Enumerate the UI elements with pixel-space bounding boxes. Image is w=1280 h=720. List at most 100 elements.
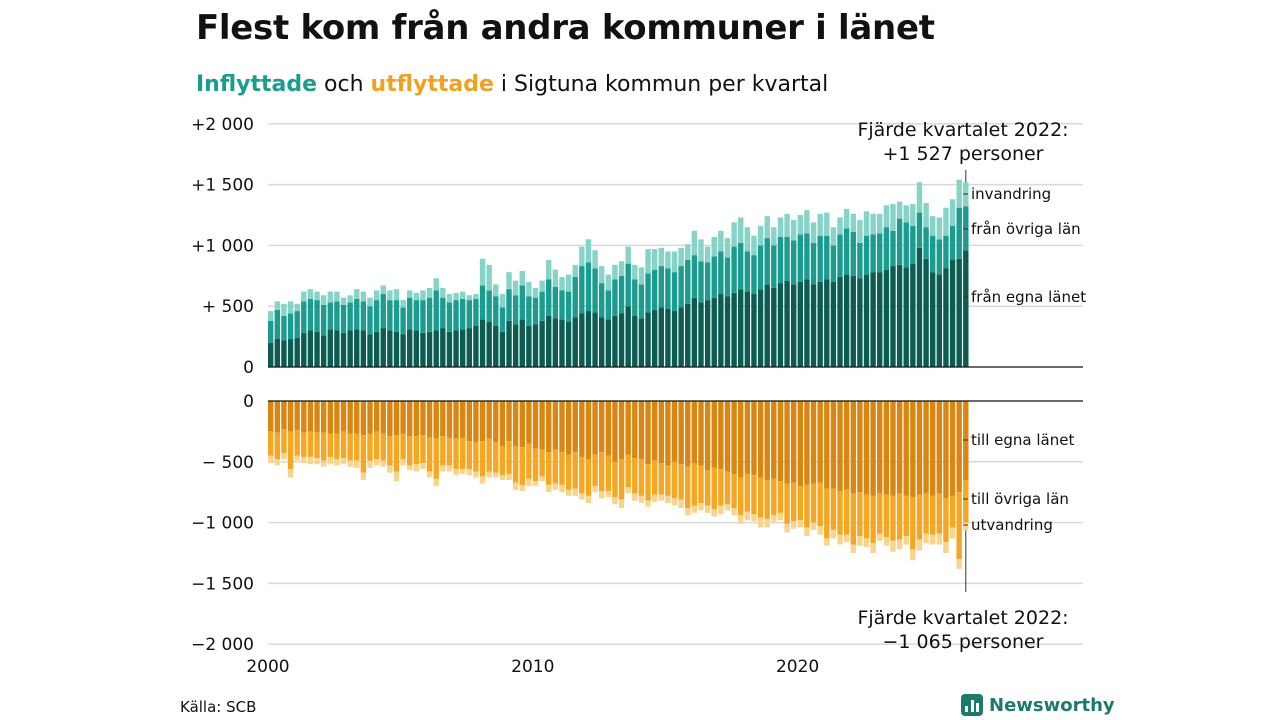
bar-in-immigration bbox=[698, 239, 704, 262]
bar-out-own bbox=[949, 401, 956, 496]
bar-in-immigration bbox=[281, 303, 287, 316]
bar-out-emigration bbox=[453, 469, 459, 476]
bar-in-other bbox=[923, 227, 929, 259]
bar-out-emigration bbox=[400, 459, 406, 466]
bar-out-own bbox=[400, 401, 406, 434]
bar-out-other bbox=[493, 442, 499, 473]
bar-out-own bbox=[804, 401, 810, 485]
bar-out-other bbox=[459, 437, 466, 470]
annotation-bottom-line2: −1 065 personer bbox=[882, 631, 1044, 653]
bar-out-emigration bbox=[301, 456, 307, 464]
bar-in-other bbox=[287, 313, 294, 340]
bar-in-own bbox=[817, 281, 823, 367]
bar-in-other bbox=[440, 297, 446, 329]
bar-out-other bbox=[645, 464, 651, 501]
bar-out-own bbox=[963, 401, 969, 481]
bar-in-immigration bbox=[790, 219, 797, 241]
bar-in-other bbox=[301, 301, 307, 333]
bar-in-own bbox=[797, 281, 803, 367]
bar-in-own bbox=[334, 330, 340, 367]
bar-out-other bbox=[612, 461, 618, 498]
bar-out-emigration bbox=[314, 458, 320, 465]
bar-in-immigration bbox=[877, 213, 883, 234]
bar-out-other bbox=[552, 449, 559, 484]
bar-in-immigration bbox=[526, 281, 532, 297]
chart-title: Flest kom från andra kommuner i länet bbox=[196, 8, 935, 48]
bar-in-other bbox=[367, 306, 373, 335]
bar-in-own bbox=[354, 329, 360, 367]
bar-in-own bbox=[678, 307, 684, 367]
bar-in-immigration bbox=[314, 291, 320, 301]
bar-in-immigration bbox=[440, 287, 446, 298]
bar-out-emigration bbox=[287, 469, 294, 478]
bar-out-emigration bbox=[367, 460, 373, 468]
label-till-egna-lanet: till egna länet bbox=[971, 431, 1074, 449]
x-tick-label: 2020 bbox=[776, 657, 819, 677]
bar-in-immigration bbox=[810, 222, 817, 243]
bar-in-immigration bbox=[863, 211, 870, 236]
bar-in-immigration bbox=[592, 250, 598, 269]
bar-in-own bbox=[327, 329, 333, 367]
bar-out-other bbox=[923, 493, 929, 534]
bar-in-own bbox=[936, 274, 943, 367]
bar-in-other bbox=[380, 294, 386, 329]
bar-in-own bbox=[870, 272, 876, 367]
bar-out-own bbox=[453, 401, 459, 439]
bar-out-emigration bbox=[426, 471, 433, 478]
bar-out-own bbox=[784, 401, 790, 484]
bar-out-emigration bbox=[532, 481, 539, 487]
bar-out-own bbox=[797, 401, 803, 487]
bar-out-other bbox=[738, 477, 744, 516]
bar-out-other bbox=[930, 495, 936, 535]
bar-out-other bbox=[287, 431, 294, 470]
bar-in-own bbox=[718, 294, 724, 367]
bar-out-own bbox=[466, 401, 472, 442]
bar-in-other bbox=[612, 279, 618, 316]
bar-out-emigration bbox=[645, 500, 651, 507]
bar-in-own bbox=[632, 315, 638, 367]
bar-out-emigration bbox=[446, 465, 453, 472]
bar-out-other bbox=[532, 448, 539, 482]
bar-out-emigration bbox=[711, 509, 717, 517]
bar-in-immigration bbox=[433, 278, 439, 291]
newsworthy-logo[interactable]: Newsworthy bbox=[961, 694, 1115, 716]
bar-out-own bbox=[790, 401, 797, 483]
bar-out-other bbox=[526, 443, 532, 479]
bar-in-own bbox=[519, 319, 525, 367]
bar-in-other bbox=[453, 300, 459, 331]
bar-out-other bbox=[354, 433, 360, 461]
bar-in-own bbox=[466, 328, 472, 367]
bar-out-other bbox=[387, 436, 393, 466]
bar-out-other bbox=[963, 480, 969, 523]
bar-in-other bbox=[519, 285, 525, 320]
bar-out-other bbox=[585, 459, 592, 496]
bar-in-other bbox=[651, 269, 658, 310]
bar-out-other bbox=[340, 431, 347, 459]
source-label: Källa: SCB bbox=[180, 698, 257, 716]
bar-in-own bbox=[790, 284, 797, 367]
y-tick-label-bottom: −1 500 bbox=[191, 574, 254, 594]
bar-out-emigration bbox=[347, 460, 353, 467]
bar-in-immigration bbox=[936, 217, 943, 240]
bar-in-immigration bbox=[837, 217, 843, 235]
bar-in-other bbox=[956, 207, 962, 259]
bar-in-immigration bbox=[354, 289, 360, 299]
bar-out-own bbox=[638, 401, 645, 460]
bar-in-own bbox=[559, 319, 565, 367]
bar-in-own bbox=[340, 332, 347, 367]
bar-out-own bbox=[777, 401, 784, 482]
bar-out-emigration bbox=[625, 487, 631, 494]
bar-out-emigration bbox=[896, 539, 903, 550]
subtitle-och: och bbox=[317, 72, 371, 97]
bar-in-immigration bbox=[896, 201, 903, 219]
bar-in-own bbox=[963, 250, 969, 367]
annotation-top-line1: Fjärde kvartalet 2022: bbox=[857, 119, 1069, 141]
bar-out-emigration bbox=[585, 495, 592, 504]
bar-out-own bbox=[585, 401, 592, 460]
bar-in-own bbox=[486, 322, 492, 367]
bar-in-own bbox=[651, 309, 658, 367]
bar-in-immigration bbox=[923, 202, 929, 228]
bar-in-other bbox=[797, 234, 803, 282]
bar-in-other bbox=[731, 246, 737, 293]
bar-out-own bbox=[671, 401, 678, 462]
